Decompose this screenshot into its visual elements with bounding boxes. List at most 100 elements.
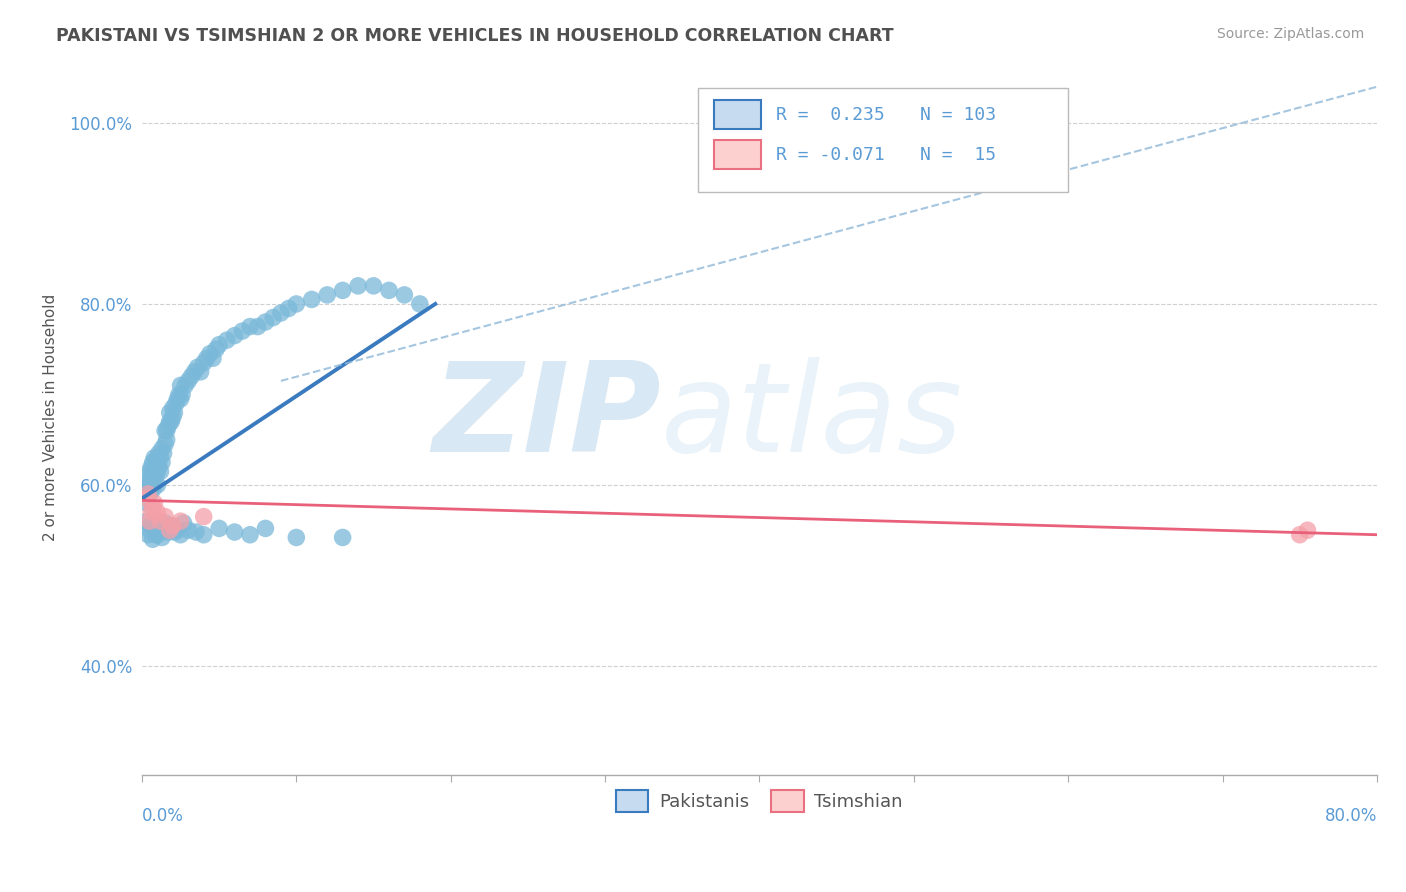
Point xyxy=(190,365,212,379)
Point xyxy=(135,514,157,528)
Point xyxy=(262,310,284,325)
Point xyxy=(146,478,169,492)
Point xyxy=(153,509,176,524)
Point xyxy=(163,524,186,539)
Point xyxy=(156,521,179,535)
Point xyxy=(172,387,194,401)
Point xyxy=(1288,527,1310,541)
Point xyxy=(163,406,186,420)
Text: N =  15: N = 15 xyxy=(920,145,995,164)
Text: 80.0%: 80.0% xyxy=(1324,806,1376,825)
Point xyxy=(177,523,200,537)
Point xyxy=(169,392,191,406)
Point xyxy=(138,474,160,488)
Point xyxy=(156,433,179,447)
Point xyxy=(270,306,292,320)
Point xyxy=(201,351,224,366)
Point xyxy=(143,450,166,465)
Point xyxy=(152,518,174,533)
Point xyxy=(174,378,197,392)
Point xyxy=(145,469,167,483)
Text: 0.0%: 0.0% xyxy=(142,806,184,825)
Point xyxy=(180,369,202,384)
Y-axis label: 2 or more Vehicles in Household: 2 or more Vehicles in Household xyxy=(44,293,58,541)
Point xyxy=(142,533,165,547)
Point xyxy=(167,387,190,401)
Point xyxy=(193,509,215,524)
Point xyxy=(193,527,215,541)
Point xyxy=(301,293,323,307)
Point xyxy=(224,524,246,539)
Point xyxy=(149,514,172,528)
Point xyxy=(153,437,176,451)
Point xyxy=(215,333,238,347)
Point xyxy=(205,342,228,356)
Text: R = -0.071: R = -0.071 xyxy=(776,145,884,164)
Point xyxy=(150,442,173,456)
Point xyxy=(136,478,159,492)
Point xyxy=(141,459,163,474)
Point xyxy=(254,521,277,535)
Point xyxy=(224,328,246,343)
FancyBboxPatch shape xyxy=(697,88,1069,192)
Point xyxy=(148,523,170,537)
Point xyxy=(143,478,166,492)
Point xyxy=(149,450,172,465)
Point xyxy=(135,491,157,506)
Point xyxy=(162,410,184,425)
Point xyxy=(166,523,188,537)
Point xyxy=(162,401,184,415)
Point xyxy=(363,278,385,293)
Point xyxy=(146,505,169,519)
Point xyxy=(169,378,191,392)
Point xyxy=(138,514,160,528)
Point xyxy=(142,500,165,515)
Point xyxy=(177,374,200,388)
Point xyxy=(146,527,169,541)
Point xyxy=(136,469,159,483)
Point xyxy=(146,450,169,465)
Point xyxy=(153,424,176,438)
Text: R =  0.235: R = 0.235 xyxy=(776,105,884,124)
Point xyxy=(150,531,173,545)
Point xyxy=(239,319,262,334)
Point xyxy=(145,455,167,469)
Point xyxy=(231,324,253,338)
Point xyxy=(246,319,269,334)
Point xyxy=(149,524,172,539)
Point xyxy=(160,415,183,429)
Point xyxy=(208,521,231,535)
Point xyxy=(160,518,183,533)
Point xyxy=(136,527,159,541)
Point xyxy=(143,496,166,510)
Point xyxy=(138,487,160,501)
Point xyxy=(195,351,218,366)
Point xyxy=(277,301,299,316)
FancyBboxPatch shape xyxy=(714,101,761,129)
Text: Source: ZipAtlas.com: Source: ZipAtlas.com xyxy=(1216,27,1364,41)
Point xyxy=(141,518,163,533)
Point xyxy=(285,297,308,311)
Point xyxy=(145,527,167,541)
Point xyxy=(239,527,262,541)
Point xyxy=(159,406,181,420)
Point xyxy=(146,464,169,478)
Point xyxy=(169,514,191,528)
Point xyxy=(157,524,180,539)
Point xyxy=(135,496,157,510)
Point xyxy=(148,446,170,460)
Point xyxy=(142,455,165,469)
Point xyxy=(138,523,160,537)
Point xyxy=(159,415,181,429)
Point xyxy=(157,419,180,434)
Point xyxy=(148,459,170,474)
Point xyxy=(141,478,163,492)
Point xyxy=(285,531,308,545)
Point xyxy=(138,464,160,478)
Point xyxy=(378,284,401,298)
Text: PAKISTANI VS TSIMSHIAN 2 OR MORE VEHICLES IN HOUSEHOLD CORRELATION CHART: PAKISTANI VS TSIMSHIAN 2 OR MORE VEHICLE… xyxy=(56,27,894,45)
Point xyxy=(135,483,157,497)
Point xyxy=(186,360,208,375)
Text: N = 103: N = 103 xyxy=(920,105,995,124)
Point xyxy=(409,297,432,311)
